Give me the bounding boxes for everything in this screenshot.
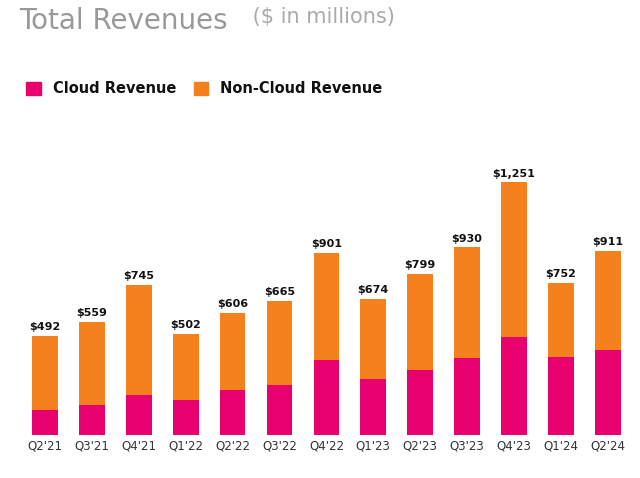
Text: $674: $674 [358, 285, 389, 295]
Bar [314, 360, 339, 435]
Text: Total Revenues: Total Revenues [19, 7, 228, 35]
Text: $752: $752 [545, 270, 577, 280]
Bar [32, 336, 58, 410]
Bar [314, 253, 339, 360]
Text: $901: $901 [311, 239, 342, 250]
Bar [360, 299, 386, 379]
Bar [220, 313, 246, 390]
Text: $665: $665 [264, 287, 295, 297]
Text: $606: $606 [217, 299, 248, 309]
Bar [173, 400, 198, 435]
Bar [454, 247, 480, 358]
Legend: Cloud Revenue, Non-Cloud Revenue: Cloud Revenue, Non-Cloud Revenue [26, 81, 382, 97]
Bar [360, 379, 386, 435]
Bar [220, 390, 246, 435]
Text: ($ in millions): ($ in millions) [246, 7, 396, 27]
Bar [32, 410, 58, 435]
Bar [407, 273, 433, 370]
Bar [454, 358, 480, 435]
Bar [79, 405, 105, 435]
Text: $559: $559 [76, 308, 108, 318]
Text: $799: $799 [404, 260, 436, 270]
Text: $502: $502 [170, 320, 201, 330]
Bar [267, 301, 292, 385]
Bar [79, 322, 105, 405]
Bar [173, 334, 198, 400]
Bar [267, 385, 292, 435]
Bar [126, 284, 152, 394]
Text: $1,251: $1,251 [493, 169, 536, 179]
Bar [407, 370, 433, 435]
Text: $911: $911 [592, 238, 623, 247]
Bar [548, 357, 574, 435]
Bar [595, 251, 621, 350]
Bar [501, 337, 527, 435]
Text: $745: $745 [124, 271, 154, 281]
Bar [501, 182, 527, 337]
Text: $492: $492 [29, 322, 61, 332]
Text: $930: $930 [452, 234, 483, 243]
Bar [595, 350, 621, 435]
Bar [548, 283, 574, 357]
Bar [126, 394, 152, 435]
